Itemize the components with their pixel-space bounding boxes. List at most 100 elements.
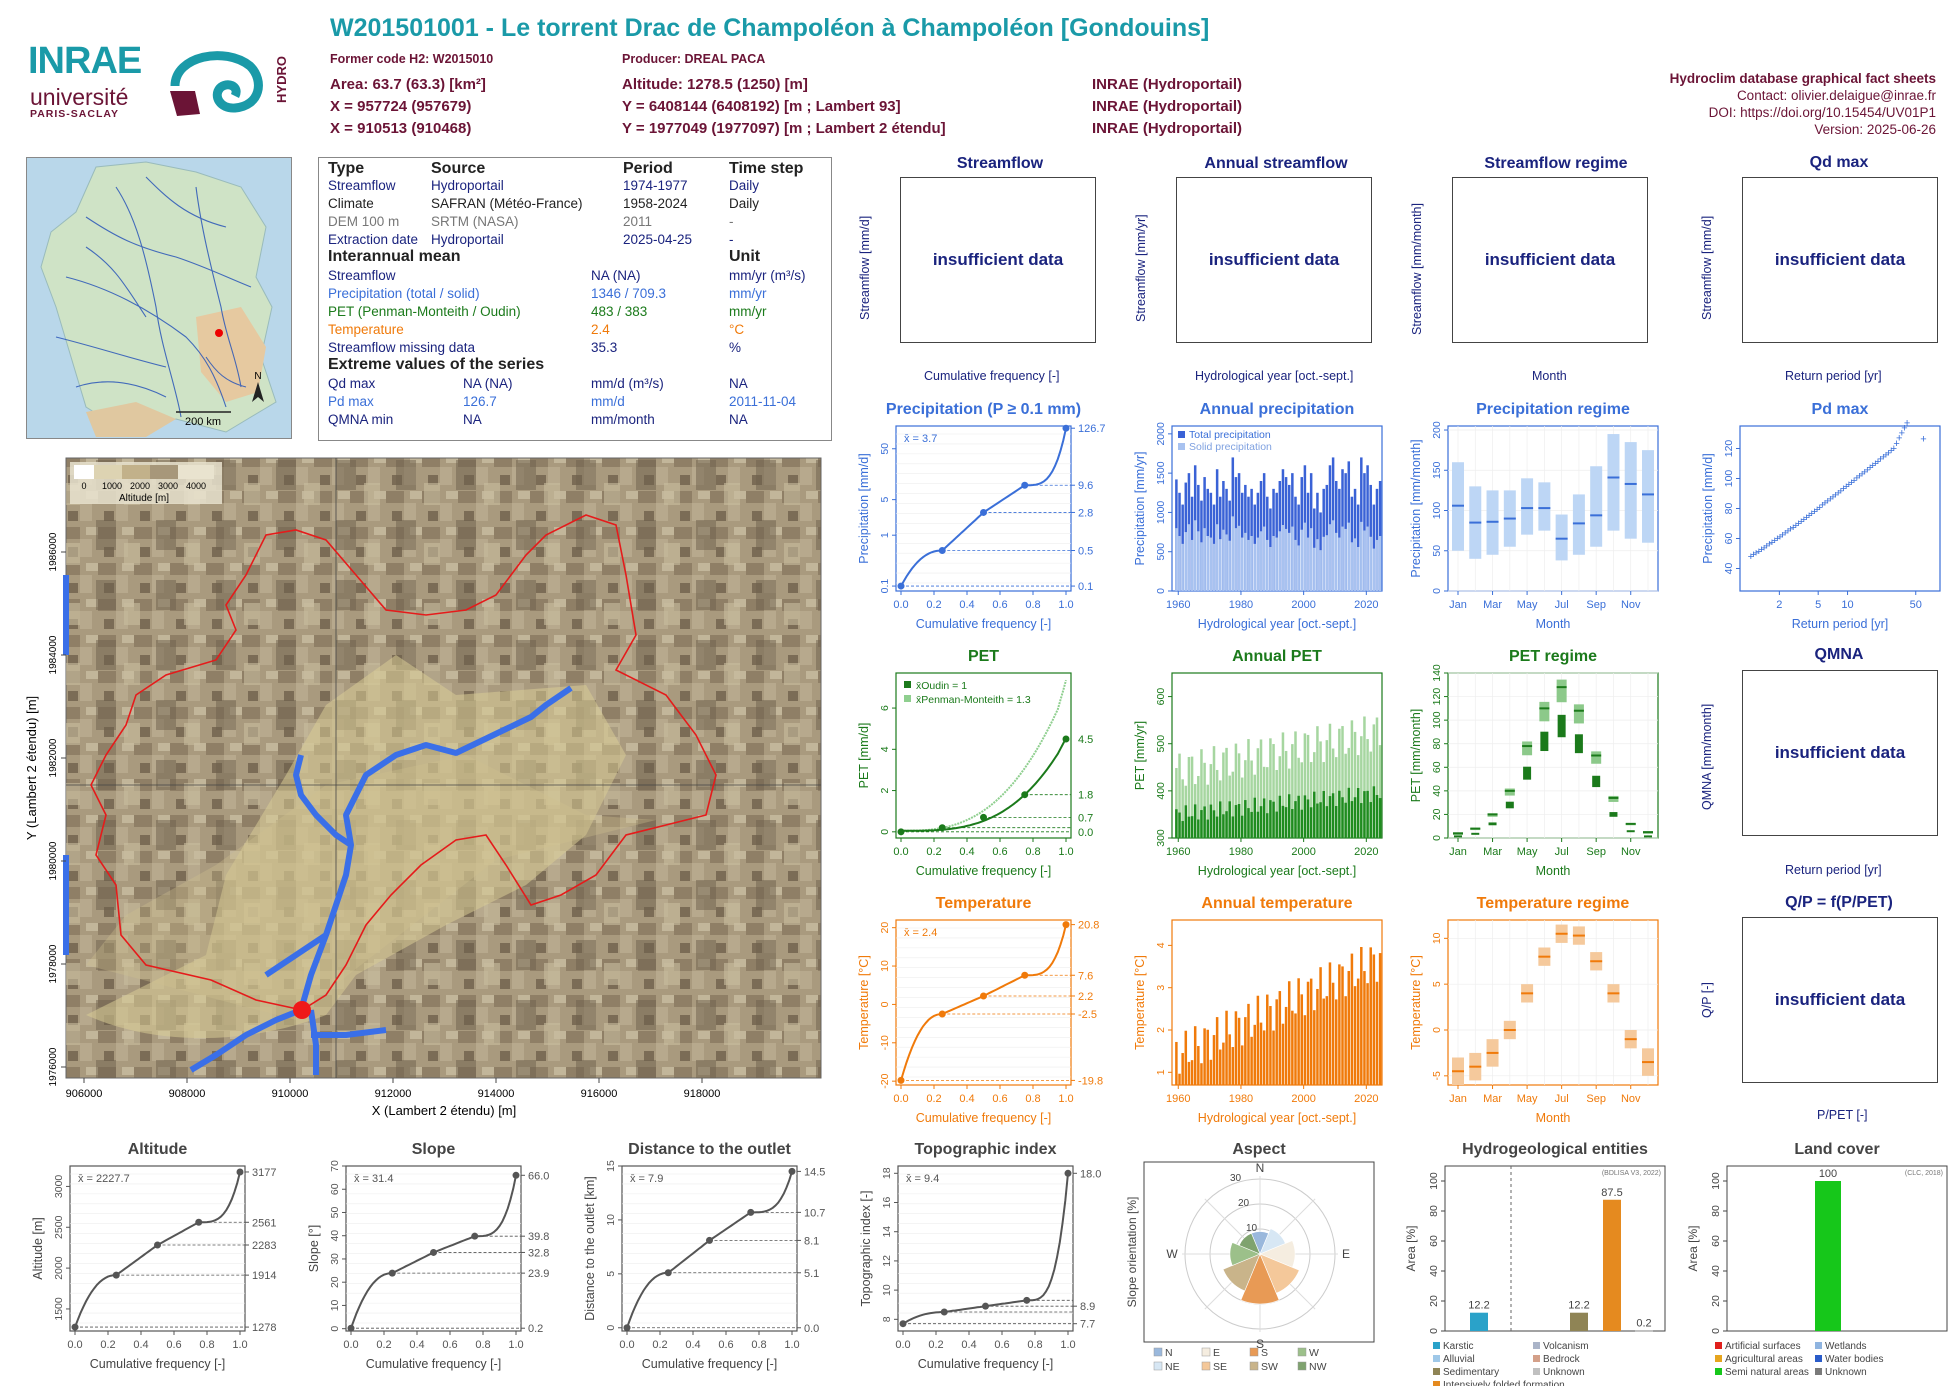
precipitation-regime-chart: Precipitation regime Month Precipitation [… — [1409, 401, 1659, 631]
bar-oudin — [1313, 791, 1316, 838]
extreme-point: + — [1769, 537, 1775, 549]
annual-streamflow-title: Annual streamflow — [1204, 155, 1348, 172]
chart-ytick: 60 — [1710, 1235, 1722, 1247]
aspect-legend-label: N — [1165, 1347, 1173, 1359]
chart-ytick: 8 — [881, 1316, 893, 1322]
bar-solid — [1212, 543, 1216, 591]
bar-temperature — [1303, 1015, 1307, 1085]
bar-penman — [1291, 744, 1294, 838]
chart-ytick: 5 — [879, 497, 891, 503]
plot-area — [1447, 672, 1659, 839]
bar-temperature — [1309, 978, 1313, 1085]
extreme-point: + — [1771, 535, 1777, 547]
chart-ytick: 0 — [879, 829, 891, 835]
chart-ytick: 18 — [881, 1167, 893, 1179]
bar-oudin — [1244, 800, 1247, 838]
bar-penman — [1222, 752, 1225, 838]
quantile-point — [195, 1218, 203, 1226]
compass-label: N — [1256, 1161, 1265, 1175]
chart-xlabel: Cumulative frequency [-] — [916, 617, 1051, 631]
bar-oudin — [1284, 807, 1288, 838]
bar-solid — [1356, 547, 1360, 591]
streamflow-regime-ylabel: Streamflow [mm/month] — [1410, 203, 1424, 335]
mean-unit-1: mm/yr — [729, 286, 767, 301]
bar-solid — [1219, 539, 1222, 591]
bar-penman — [1231, 771, 1235, 838]
mean-value-2: 483 / 383 — [591, 304, 648, 319]
extreme-point: + — [1904, 417, 1910, 429]
chart-ytick: 20 — [1431, 808, 1443, 820]
chart-title: Slope — [412, 1141, 456, 1158]
quantile-point — [940, 1308, 948, 1316]
quantile-point — [788, 1167, 796, 1175]
chart-ylabel: PET [mm/d] — [857, 723, 871, 789]
chart-xtick: 0.0 — [895, 1339, 910, 1351]
chart-title: Aspect — [1232, 1141, 1286, 1158]
ext-date-0: NA — [729, 376, 748, 391]
quantile-label: 3177 — [252, 1167, 276, 1179]
bar-oudin — [1328, 796, 1332, 838]
chart-xtick: 0.0 — [343, 1339, 358, 1351]
box-penman — [1522, 741, 1533, 756]
qmna-ylabel: QMNA [mm/month] — [1700, 703, 1714, 810]
bar-solid — [1262, 526, 1266, 591]
bar-oudin — [1237, 804, 1241, 838]
chart-title: Pd max — [1812, 401, 1869, 418]
map-ytick: 1976000 — [48, 1047, 59, 1086]
bar-solid — [1334, 532, 1338, 591]
chart-xtick: 0.6 — [992, 599, 1007, 611]
bar-oudin — [1347, 787, 1351, 838]
chart-ylabel: Slope [°] — [307, 1225, 321, 1272]
annual-precipitation-chart: Annual precipitation Hydrological year [o… — [1133, 401, 1383, 631]
chart-xtick: 0.4 — [961, 1339, 976, 1351]
bar-temperature — [1278, 991, 1282, 1085]
chart-ytick: 16 — [881, 1197, 893, 1209]
bar-temperature — [1200, 1063, 1203, 1085]
bar-solid — [1303, 522, 1307, 591]
extreme-point: + — [1827, 494, 1833, 506]
bar-temperature — [1369, 947, 1372, 1085]
chart-xtick: 1980 — [1229, 1093, 1253, 1105]
ext-date-1: 2011-11-04 — [729, 394, 797, 409]
bar-solid — [1266, 539, 1269, 591]
bar-temperature — [1328, 962, 1332, 1085]
quantile-point — [747, 1208, 755, 1216]
streamflow-ylabel: Streamflow [mm/d] — [858, 215, 872, 320]
bar-temperature — [1197, 1045, 1200, 1085]
bar-solid — [1234, 528, 1238, 591]
chart-ytick: 15 — [605, 1160, 617, 1172]
streamflow-regime-msg: insufficient data — [1452, 177, 1648, 343]
bar-temperature — [1219, 1049, 1222, 1085]
chart-ytick: 60 — [1431, 761, 1443, 773]
altitude-legend-tick: 4000 — [186, 481, 206, 491]
regime-box — [1590, 466, 1603, 547]
chart-xtick: 0.8 — [475, 1339, 490, 1351]
bar-temperature — [1193, 1026, 1197, 1085]
chart-ytick: 2 — [879, 787, 891, 793]
chart-ytick: 50 — [1431, 545, 1443, 557]
y-lambert2e: Y = 1977049 (1977097) [m ; Lambert 2 éte… — [622, 120, 946, 137]
bar-oudin — [1212, 810, 1216, 838]
bar-temperature — [1215, 1017, 1219, 1085]
bar-penman — [1234, 743, 1238, 838]
chart-ylabel: Slope orientation [%] — [1125, 1197, 1139, 1308]
extreme-point: + — [1795, 518, 1801, 530]
annual-streamflow-ylabel: Streamflow [mm/yr] — [1134, 214, 1148, 322]
bar-penman — [1256, 748, 1260, 838]
bar-oudin — [1181, 821, 1184, 838]
bar-penman — [1300, 762, 1304, 838]
ext-value-0: NA (NA) — [463, 376, 513, 391]
ext-value-2: NA — [463, 412, 482, 427]
extreme-point: + — [1848, 477, 1854, 489]
info-block: Hydroclim database graphical fact sheets… — [1670, 70, 1936, 138]
bar-solid — [1294, 539, 1297, 591]
category-bar — [1815, 1181, 1841, 1331]
quantile-point — [71, 1323, 79, 1331]
bar-temperature — [1353, 986, 1357, 1085]
bar-oudin — [1275, 811, 1278, 838]
bar-penman — [1360, 736, 1363, 838]
quantile-label: 8.9 — [1080, 1301, 1095, 1313]
bar-solid — [1231, 516, 1235, 591]
info-doi[interactable]: DOI: https://doi.org/10.15454/UV01P1 — [1708, 105, 1936, 120]
bar-temperature — [1294, 1013, 1297, 1085]
